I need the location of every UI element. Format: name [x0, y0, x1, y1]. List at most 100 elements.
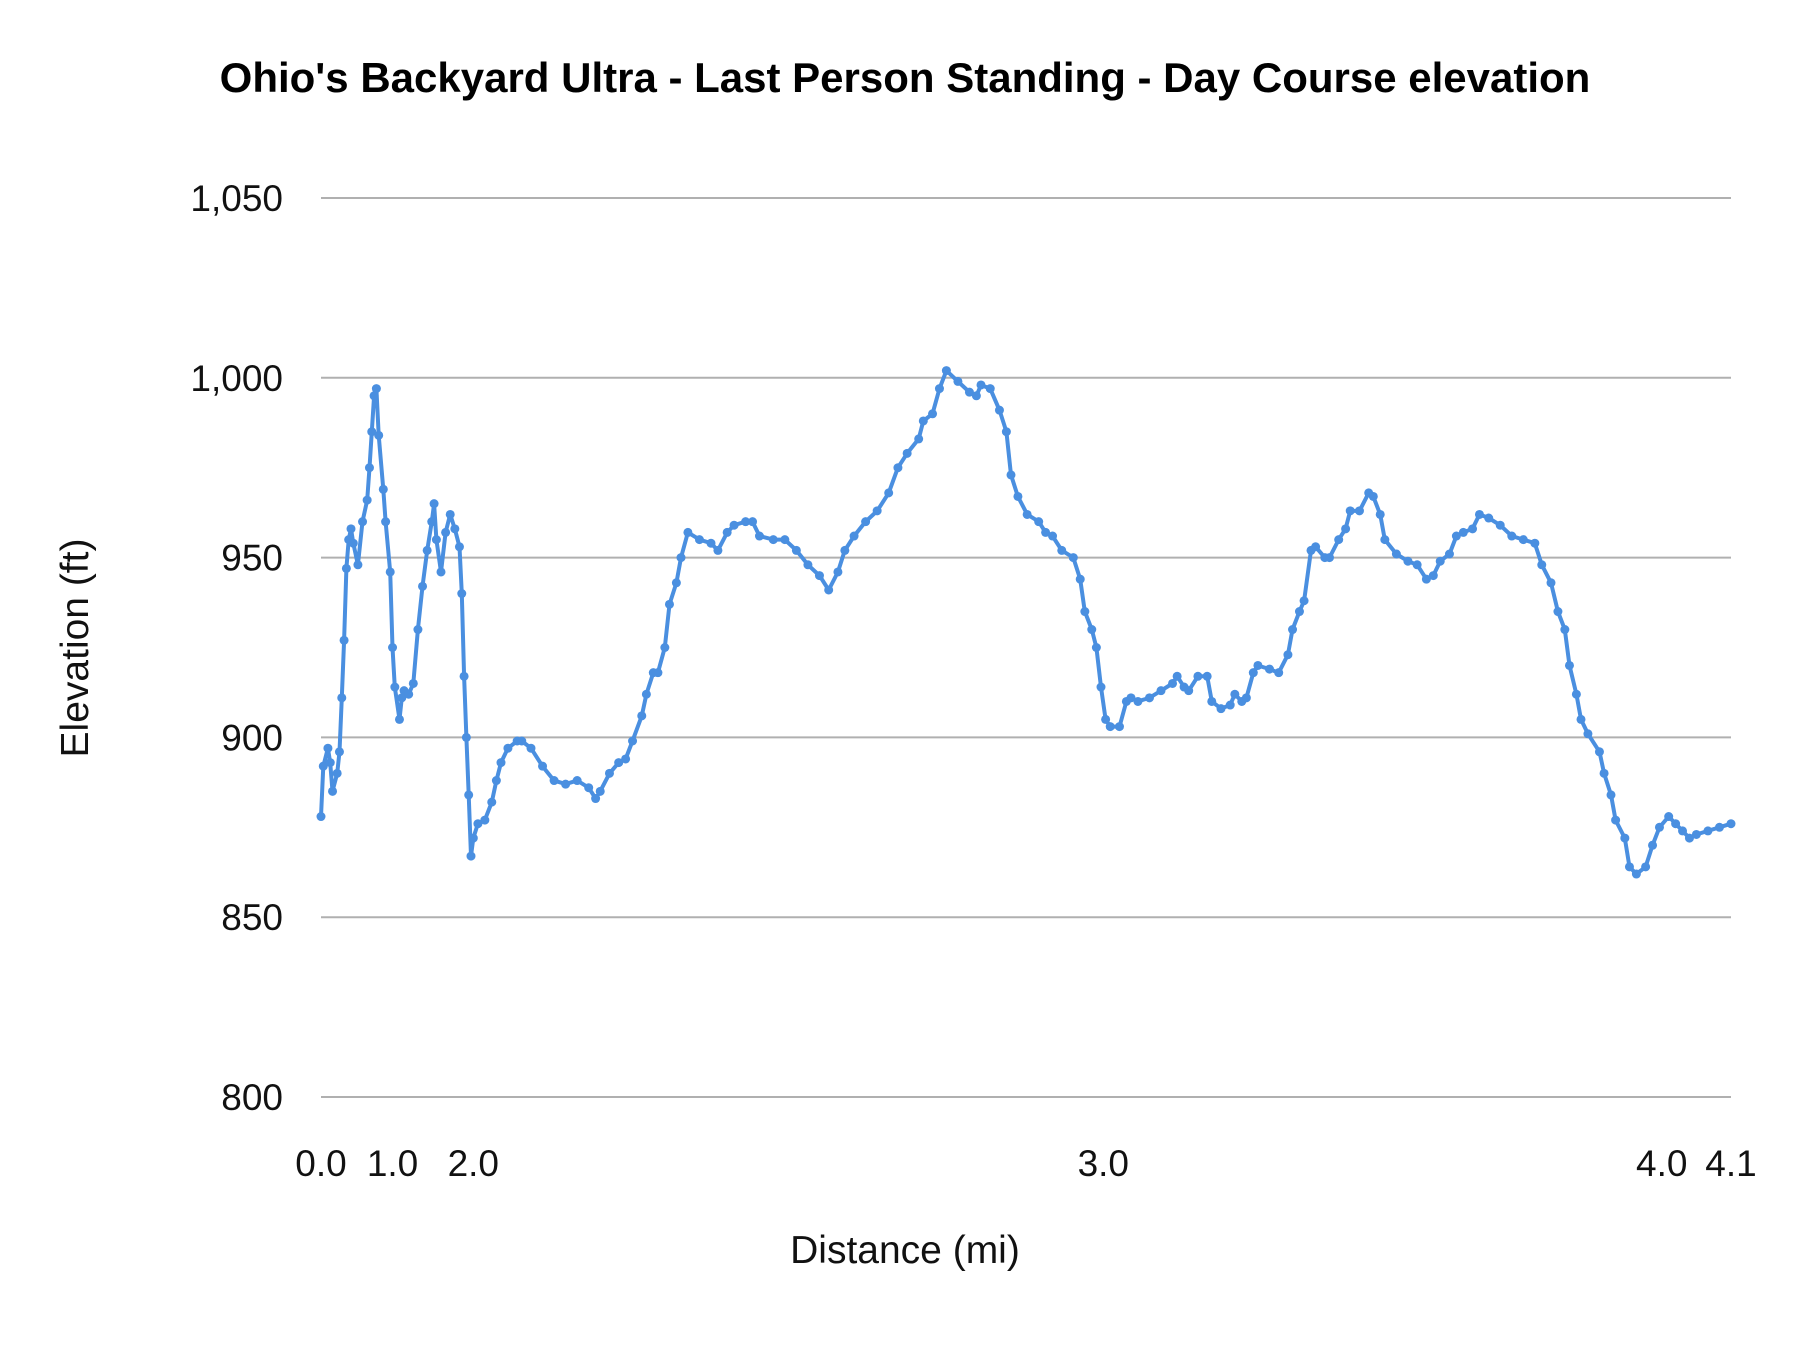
data-point: [1468, 524, 1478, 534]
data-point: [1678, 826, 1688, 836]
data-point: [1631, 869, 1641, 879]
data-point: [328, 786, 338, 796]
data-point: [941, 366, 951, 376]
data-point: [1611, 815, 1621, 825]
data-point: [1013, 491, 1023, 501]
data-point: [918, 416, 928, 426]
data-point: [431, 535, 441, 545]
data-point: [1034, 517, 1044, 527]
data-point: [441, 527, 451, 537]
data-point: [1444, 549, 1454, 559]
data-point: [526, 743, 536, 753]
data-point: [729, 520, 739, 530]
data-point: [1048, 531, 1058, 541]
data-point: [468, 833, 478, 843]
data-point: [741, 517, 751, 527]
data-point: [1075, 574, 1085, 584]
data-point: [1283, 650, 1293, 660]
data-point: [604, 768, 614, 778]
data-point: [549, 776, 559, 786]
data-point: [1264, 664, 1274, 674]
data-point: [824, 585, 834, 595]
data-point: [803, 560, 813, 570]
data-point: [1684, 833, 1694, 843]
data-point: [595, 786, 605, 796]
data-point: [1133, 696, 1143, 706]
y-tick-label: 800: [221, 1077, 283, 1118]
data-point: [994, 405, 1004, 415]
data-point: [1375, 509, 1385, 519]
data-point: [928, 409, 938, 419]
data-point: [390, 682, 400, 692]
data-point: [316, 812, 326, 822]
data-point: [1391, 549, 1401, 559]
data-point: [1714, 822, 1724, 832]
data-point: [466, 851, 476, 861]
data-point: [641, 689, 651, 699]
data-point: [1599, 768, 1609, 778]
data-point: [861, 517, 871, 527]
data-point: [1421, 574, 1431, 584]
data-point: [884, 488, 894, 498]
data-point: [1230, 689, 1240, 699]
data-point: [1380, 535, 1390, 545]
data-point: [964, 387, 974, 397]
data-point: [1560, 625, 1570, 635]
data-point: [976, 380, 986, 390]
data-point: [840, 545, 850, 555]
data-point: [461, 732, 471, 742]
data-point: [1546, 578, 1556, 588]
data-point: [1324, 553, 1334, 563]
data-point: [473, 819, 483, 829]
data-point: [768, 535, 778, 545]
data-point: [1022, 509, 1032, 519]
data-point: [422, 545, 432, 555]
data-point: [713, 545, 723, 555]
data-point: [1507, 531, 1517, 541]
data-point: [538, 761, 548, 771]
data-point: [413, 625, 423, 635]
data-point: [591, 794, 601, 804]
data-point: [1458, 527, 1468, 537]
data-point: [362, 495, 372, 505]
chart-title: Ohio's Backyard Ultra - Last Person Stan…: [220, 54, 1591, 101]
data-point: [341, 563, 351, 573]
data-point: [464, 790, 474, 800]
data-point: [1664, 812, 1674, 822]
data-point: [1068, 553, 1078, 563]
elevation-line: [319, 368, 1732, 876]
data-point: [323, 743, 333, 753]
data-point: [621, 754, 631, 764]
data-point: [404, 689, 414, 699]
data-point: [1006, 470, 1016, 480]
gridlines: [321, 197, 1731, 1098]
y-tick-label: 950: [221, 538, 283, 579]
data-point: [1091, 643, 1101, 652]
data-point: [454, 542, 464, 552]
data-point: [1594, 747, 1604, 757]
data-point: [1606, 790, 1616, 800]
data-point: [1172, 671, 1182, 681]
data-point: [480, 815, 490, 825]
data-point: [459, 671, 469, 681]
data-point: [902, 448, 912, 458]
data-point: [496, 758, 506, 768]
data-point: [1671, 819, 1681, 829]
data-point: [487, 797, 497, 807]
data-point: [1126, 693, 1136, 703]
data-point: [953, 376, 963, 386]
data-point: [1620, 833, 1630, 843]
data-point: [1484, 513, 1494, 523]
data-point: [1495, 520, 1505, 530]
data-point: [1253, 660, 1263, 670]
data-point: [1518, 535, 1528, 545]
data-point: [418, 581, 428, 591]
data-point: [584, 783, 594, 793]
data-point: [706, 538, 716, 548]
data-point: [1537, 560, 1547, 570]
data-point: [517, 736, 527, 746]
data-point: [1105, 722, 1115, 732]
data-point: [1216, 704, 1226, 714]
data-point: [337, 693, 347, 703]
